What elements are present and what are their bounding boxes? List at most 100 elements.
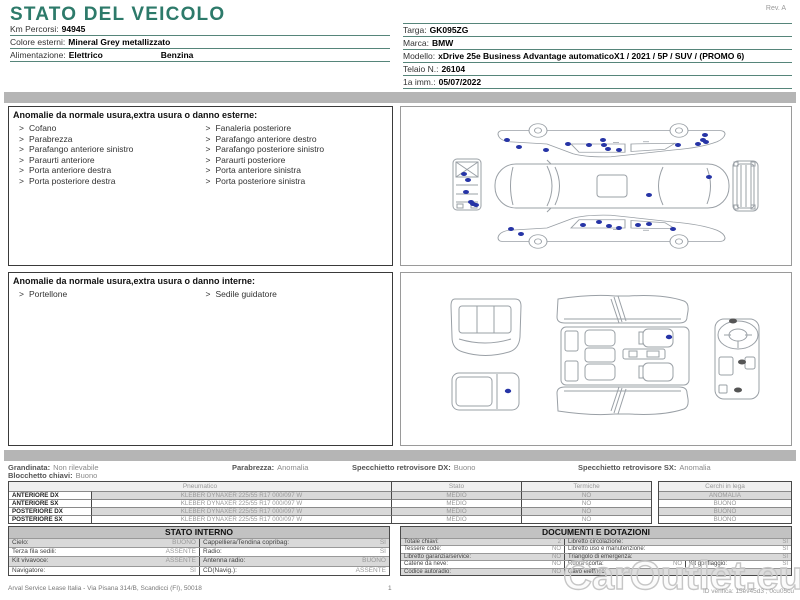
interior-anomalies-panel: Anomalie da normale usura,extra usura o … <box>8 272 393 446</box>
car-rear-view <box>732 160 759 212</box>
tyre-row-spec: KLEBER DYNAXER 225/55 R17 000/097 W <box>91 491 391 499</box>
tyre-row-position: POSTERIORE DX <box>9 507 91 515</box>
tailgate-window-view <box>451 372 520 411</box>
table-row: Totale chiavi: 2 Libretto circolazione: SI <box>401 538 791 546</box>
interior-damage-diagram <box>400 272 792 446</box>
stato-interno-table: STATO INTERNO Cielo: BUONO Cappelliera/Te… <box>8 526 390 576</box>
car-front-view <box>452 158 482 211</box>
info-row-colore: Colore esterni: Mineral Grey metallizzato <box>10 36 390 49</box>
anomaly-item: Porta anteriore sinistra <box>206 165 393 176</box>
tyre-row-stato: MEDIO <box>391 515 521 523</box>
info-row-marca: Marca: BMW <box>403 37 792 50</box>
anomaly-item: Cofano <box>19 123 206 134</box>
anomaly-item: Porta anteriore destra <box>19 165 206 176</box>
anomaly-item: Paraurti anteriore <box>19 155 206 166</box>
interior-anomalies-heading: Anomalie da normale usura,extra usura o … <box>13 276 256 286</box>
tyre-row-stato: MEDIO <box>391 499 521 507</box>
tyre-table: Pneumatico Stato Termiche ANTERIORE DX K… <box>8 481 652 524</box>
table-row: Navigatore: SI CD(Navig.): ASSENTE <box>9 565 389 575</box>
marca-value: BMW <box>431 38 454 48</box>
caroutlet-watermark: CarOutlet.eu <box>562 553 800 598</box>
km-label: Km Percorsi: <box>10 24 59 34</box>
exterior-damage-markers <box>461 133 712 236</box>
alloy-wheel-status: ANOMALIA <box>659 491 791 499</box>
anomaly-item: Parabrezza <box>19 134 206 145</box>
tyre-row-stato: MEDIO <box>391 491 521 499</box>
modello-value: xDrive 25e Business Advantage automatico… <box>438 51 745 61</box>
telaio-value: 26104 <box>441 64 466 74</box>
tyre-row-spec: KLEBER DYNAXER 225/55 R17 000/097 W <box>91 499 391 507</box>
tyre-row-position: ANTERIORE SX <box>9 499 91 507</box>
tyre-row-termiche: NO <box>521 491 651 499</box>
interior-diagram-svg <box>450 294 760 416</box>
tyre-row-stato: MEDIO <box>391 507 521 515</box>
anomaly-item: Fanaleria posteriore <box>206 123 393 134</box>
section-divider-bar <box>4 92 796 103</box>
summary-specchietto-dx: Specchietto retrovisore DX: Buono <box>352 463 476 472</box>
summary-specchietto-sx: Specchietto retrovisore SX: Anomalia <box>578 463 711 472</box>
anomaly-item: Porta posteriore sinistra <box>206 176 393 187</box>
table-row: Catene da neve: NO Ruota scorta: NO Kit go… <box>401 560 791 568</box>
summary-blocchetto-chiavi: Blocchetto chiavi: Buono <box>8 471 98 480</box>
tyre-row-spec: KLEBER DYNAXER 225/55 R17 000/097 W <box>91 515 391 523</box>
footer-page-number: 1 <box>388 585 392 592</box>
trunk-view <box>450 298 522 356</box>
info-row-immatricolazione: 1a imm.: 05/07/2022 <box>403 76 792 89</box>
tyre-row-termiche: NO <box>521 507 651 515</box>
tyre-row-position: POSTERIORE SX <box>9 515 91 523</box>
alloy-wheels-table: Cerchi in lega ANOMALIA BUONO BUONO BUON… <box>658 481 792 524</box>
revision-label: Rev. A <box>765 5 786 12</box>
summary-grandinata: Grandinata: Non rilevabile <box>8 463 99 472</box>
vehicle-info-right: Targa: GK095ZG Marca: BMW Modello: xDrive 2… <box>403 23 792 89</box>
modello-label: Modello: <box>403 51 436 61</box>
exterior-diagram-svg <box>452 123 759 249</box>
targa-label: Targa: <box>403 25 427 35</box>
documenti-title: DOCUMENTI E DOTAZIONI <box>401 527 791 538</box>
table-row: Tessere code: NO Libretto uso e manutenzi… <box>401 545 791 553</box>
colore-label: Colore esterni: <box>10 37 66 47</box>
marca-label: Marca: <box>403 38 429 48</box>
anomaly-item: Paraurti posteriore <box>206 155 393 166</box>
tyre-table-header-pneumatico: Pneumatico <box>9 482 391 491</box>
exterior-anomalies-list: Cofano Parabrezza Parafango anteriore si… <box>9 121 392 186</box>
alimentazione-label: Alimentazione: <box>10 50 66 60</box>
car-side-view-top <box>497 123 726 158</box>
info-row-modello: Modello: xDrive 25e Business Advantage au… <box>403 50 792 63</box>
exterior-damage-diagram <box>400 106 792 266</box>
anomaly-item: Portellone <box>19 289 206 300</box>
km-value: 94945 <box>61 24 86 34</box>
alimentazione-value-1: Elettrico <box>68 50 103 60</box>
summary-parabrezza: Parabrezza: Anomalia <box>232 463 309 472</box>
exterior-anomalies-panel: Anomalie da normale usura,extra usura o … <box>8 106 393 266</box>
exterior-anomalies-heading: Anomalie da normale usura,extra usura o … <box>13 110 258 120</box>
section-divider-bar <box>4 450 796 461</box>
footer-company-address: Arval Service Lease Italia - Via Pisana … <box>8 585 202 592</box>
alloy-wheel-status: BUONO <box>659 515 791 523</box>
car-plan-view <box>494 159 730 213</box>
table-row: Cielo: BUONO Cappelliera/Tendina copribag… <box>9 538 389 548</box>
stato-interno-title: STATO INTERNO <box>9 527 389 538</box>
tyre-row-position: ANTERIORE DX <box>9 491 91 499</box>
anomaly-item: Porta posteriore destra <box>19 176 206 187</box>
colore-value: Mineral Grey metallizzato <box>68 37 171 47</box>
table-row: Terza fila sedili: ASSENTE Radio: SI <box>9 547 389 557</box>
documenti-dotazioni-table: DOCUMENTI E DOTAZIONI Totale chiavi: 2 Li… <box>400 526 792 576</box>
info-row-alimentazione: Alimentazione: Elettrico Benzina <box>10 49 390 62</box>
dashboard-view <box>714 318 760 400</box>
alimentazione-value-2: Benzina <box>160 50 194 60</box>
interior-damage-markers <box>504 334 673 394</box>
alloy-wheel-status: BUONO <box>659 499 791 507</box>
tyre-table-header-termiche: Termiche <box>521 482 651 491</box>
anomaly-item: Sedile guidatore <box>206 289 393 300</box>
alloy-wheels-header: Cerchi in lega <box>659 482 791 491</box>
footer-verification-id: ID verifica: 15ev45d3 ; 0cu05cu <box>702 588 794 595</box>
interior-anomalies-list: Portellone Sedile guidatore <box>9 287 392 300</box>
info-row-targa: Targa: GK095ZG <box>403 24 792 37</box>
tyre-row-spec: KLEBER DYNAXER 225/55 R17 000/097 W <box>91 507 391 515</box>
imm-value: 05/07/2022 <box>438 77 482 87</box>
vehicle-info-left: Km Percorsi: 94945 Colore esterni: Mineral… <box>10 23 390 62</box>
tyre-table-header-stato: Stato <box>391 482 521 491</box>
anomaly-item: Parafango posteriore sinistro <box>206 144 393 155</box>
targa-value: GK095ZG <box>429 25 469 35</box>
